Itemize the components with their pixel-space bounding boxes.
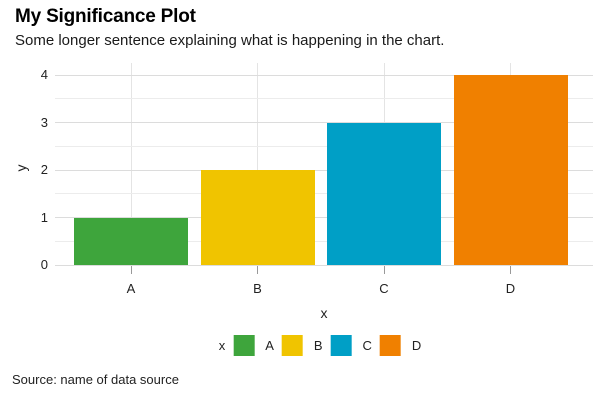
bar-d bbox=[453, 75, 568, 265]
gridline-minor bbox=[55, 98, 593, 100]
gridline-vertical bbox=[257, 63, 258, 266]
gridline-major bbox=[55, 74, 593, 76]
gridline-minor bbox=[55, 145, 593, 147]
legend-label: B bbox=[313, 338, 323, 353]
legend-item-c: C bbox=[330, 335, 372, 356]
x-tick-label: D bbox=[505, 281, 516, 296]
y-tick-label: 4 bbox=[40, 67, 48, 82]
gridline-vertical bbox=[130, 63, 132, 266]
chart-subtitle: Some longer sentence explaining what is … bbox=[15, 32, 445, 49]
gridline-major bbox=[55, 264, 593, 266]
y-tick-label: 1 bbox=[40, 209, 48, 225]
gridline-minor bbox=[55, 193, 593, 195]
legend-label: C bbox=[362, 338, 372, 353]
bar-c bbox=[327, 122, 441, 265]
y-tick-label: 0 bbox=[40, 257, 48, 272]
legend-item-a: A bbox=[233, 335, 274, 356]
x-tick-mark bbox=[383, 266, 385, 274]
x-tick-mark bbox=[510, 266, 511, 274]
source-line: Source: name of data source bbox=[12, 372, 179, 387]
y-tick-label: 3 bbox=[40, 114, 48, 130]
bar-a bbox=[74, 217, 188, 265]
bar-b bbox=[200, 170, 315, 265]
legend-swatch-b bbox=[281, 335, 303, 356]
x-tick-label: A bbox=[126, 281, 136, 296]
gridline-minor bbox=[55, 240, 593, 242]
gridline-major bbox=[55, 217, 593, 218]
gridline-major bbox=[55, 122, 593, 123]
legend-swatch-d bbox=[379, 335, 401, 356]
legend-label: A bbox=[265, 338, 274, 353]
y-tick-label: 2 bbox=[40, 162, 48, 177]
legend-item-d: D bbox=[379, 335, 422, 356]
x-axis-title: x bbox=[320, 305, 328, 321]
x-tick-label: C bbox=[379, 281, 389, 296]
gridline-major bbox=[55, 169, 593, 171]
legend-label: D bbox=[411, 338, 422, 353]
x-tick-mark bbox=[130, 266, 132, 274]
legend-title: x bbox=[218, 338, 226, 353]
legend-swatch-c bbox=[330, 335, 352, 356]
chart-title: My Significance Plot bbox=[15, 6, 196, 27]
x-tick-label: B bbox=[253, 281, 262, 296]
x-tick-mark bbox=[257, 266, 258, 274]
legend-swatch-a bbox=[233, 335, 255, 356]
legend-item-b: B bbox=[281, 335, 323, 356]
